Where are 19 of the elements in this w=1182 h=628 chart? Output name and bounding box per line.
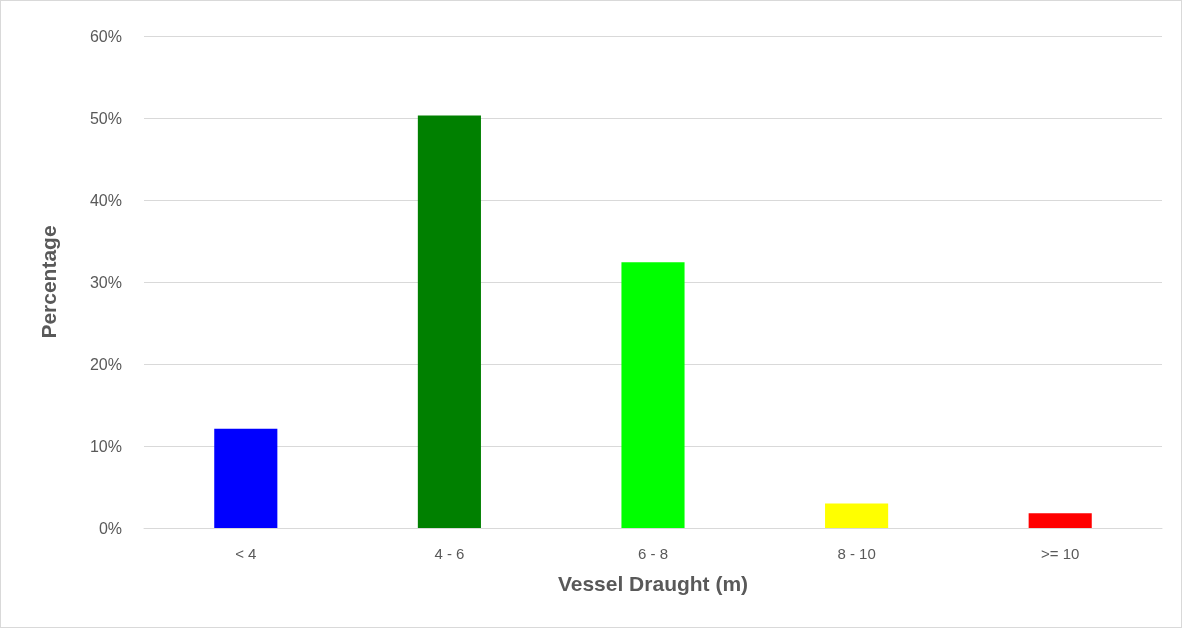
x-tick-label: 6 - 8 [637, 545, 669, 562]
x-tick-label: 4 - 6 [434, 545, 465, 562]
y-tick-label: 60% [89, 27, 122, 45]
y-axis-title: Percentage [37, 225, 60, 339]
y-tick-label: 30% [89, 273, 122, 291]
y-tick-label: 20% [89, 355, 122, 373]
bar [417, 115, 481, 528]
bar [1028, 513, 1092, 528]
bar [825, 503, 889, 528]
x-tick-label: 8 - 10 [837, 545, 876, 562]
y-tick-label: 50% [89, 109, 122, 127]
bar [214, 428, 278, 528]
x-axis-title: Vessel Draught (m) [557, 572, 749, 595]
y-tick-label: 0% [98, 519, 122, 537]
y-tick-label: 40% [89, 191, 122, 209]
x-tick-label: >= 10 [1041, 545, 1080, 562]
x-tick-label: < 4 [235, 545, 257, 562]
y-tick-label: 10% [89, 437, 122, 455]
bar [621, 262, 685, 528]
